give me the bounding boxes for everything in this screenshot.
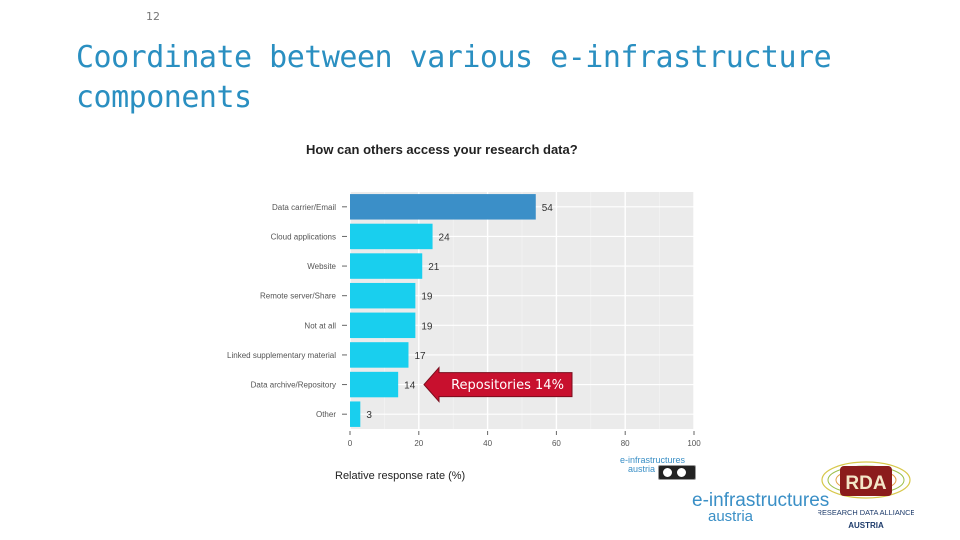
small-logo: e-infrastructures austria <box>620 456 685 474</box>
bar-value-label: 3 <box>366 410 372 421</box>
logo-line-2: austria <box>708 508 754 525</box>
category-label: Other <box>316 410 336 419</box>
x-tick-label: 0 <box>348 439 353 448</box>
x-axis-label: Relative response rate (%) <box>335 470 465 482</box>
category-labels: Data carrier/Email Cloud applications Webs… <box>227 203 347 419</box>
slide-title-line-1: Coordinate between various e-infrastruct… <box>76 40 832 75</box>
x-tick-label: 40 <box>483 439 492 448</box>
rda-line-1: RESEARCH DATA ALLIANCE <box>818 508 914 517</box>
x-tick-label: 60 <box>552 439 561 448</box>
category-label: Remote server/Share <box>260 292 337 301</box>
rda-acronym: RDA <box>845 473 886 494</box>
bar <box>350 371 399 398</box>
logo-line-1: e-infrastructures <box>692 490 830 511</box>
bar <box>350 194 536 220</box>
small-logo-line-1: e-infrastructures <box>620 455 686 465</box>
bar-value-label: 19 <box>421 321 433 332</box>
x-tick-label: 20 <box>414 439 423 448</box>
category-label: Website <box>307 262 336 271</box>
e-infrastructures-logo: e-infrastructures austria <box>692 490 830 525</box>
bar <box>350 312 416 339</box>
bar <box>350 342 409 368</box>
red-arrow-shape <box>423 366 573 403</box>
creative-commons-icon <box>658 465 696 480</box>
bar-value-label: 17 <box>414 351 426 362</box>
bar-value-label: 24 <box>439 232 451 243</box>
bar <box>350 253 423 279</box>
rda-line-2: AUSTRIA <box>848 521 884 530</box>
x-axis-ticks: 0 20 40 60 80 100 <box>348 431 701 448</box>
callout-label: Repositories 14% <box>451 378 564 393</box>
slide-title-line-2: components <box>76 80 252 115</box>
page-number: 12 <box>146 10 160 23</box>
bar-value-label: 14 <box>404 381 416 392</box>
rda-logo: RDA RESEARCH DATA ALLIANCE AUSTRIA <box>818 461 914 530</box>
slide-title: Coordinate between various e-infrastruct… <box>76 38 876 118</box>
repositories-callout: Repositories 14% <box>423 366 573 403</box>
bar <box>350 223 433 250</box>
category-label: Data archive/Repository <box>251 381 336 390</box>
chart-title: How can others access your research data… <box>306 142 578 157</box>
small-logo-line-2: austria <box>628 464 656 474</box>
bar-value-label: 54 <box>542 203 554 214</box>
bar <box>350 282 416 309</box>
x-tick-label: 100 <box>687 439 701 448</box>
category-label: Data carrier/Email <box>272 203 336 212</box>
bar <box>350 401 361 427</box>
category-label: Not at all <box>304 321 336 330</box>
bar-value-label: 21 <box>428 262 440 273</box>
x-tick-label: 80 <box>621 439 630 448</box>
bar-chart: How can others access your research data… <box>227 142 701 482</box>
category-label: Linked supplementary material <box>227 351 336 360</box>
bar-value-label: 19 <box>421 292 433 303</box>
bars: 54 24 21 19 19 17 14 3 <box>350 194 553 427</box>
category-label: Cloud applications <box>271 232 336 241</box>
